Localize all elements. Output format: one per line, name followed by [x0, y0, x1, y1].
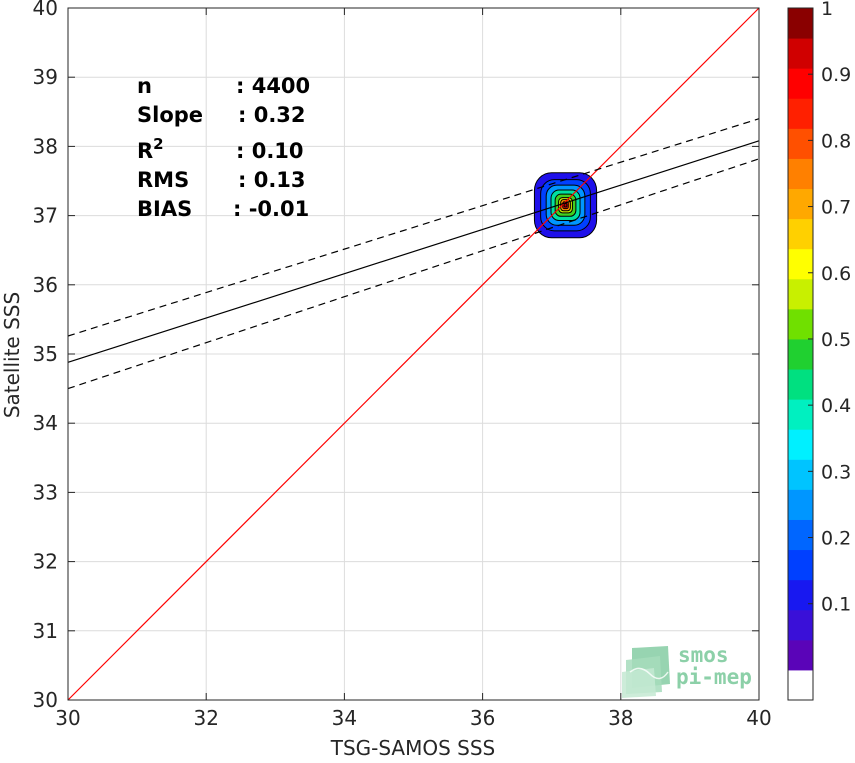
colorbar-segment — [788, 549, 813, 581]
colorbar-segment — [788, 278, 813, 310]
x-axis-ticks: 30 32 34 36 38 40 — [55, 8, 772, 730]
colorbar-segment — [788, 188, 813, 220]
colorbar-segment — [788, 38, 813, 69]
colorbar-tick-label: 0.4 — [821, 395, 851, 417]
regression-lower-line — [67, 158, 760, 390]
colorbar-tick-label: 0.6 — [821, 263, 851, 285]
identity-line — [67, 7, 760, 701]
colorbar-segment — [788, 68, 813, 99]
y-tick-label: 32 — [33, 550, 58, 574]
logo-line1: smos — [678, 643, 729, 667]
colorbar-segment — [788, 429, 813, 460]
colorbar-segment — [788, 98, 813, 129]
colorbar-segment — [788, 579, 813, 611]
stat-label: n — [137, 74, 152, 98]
colorbar-tick-label: 1 — [821, 0, 833, 20]
x-tick-label: 38 — [608, 706, 633, 730]
colorbar-tick-label: 0.1 — [821, 594, 851, 616]
logo-line2: pi-mep — [676, 665, 752, 689]
colorbar-tick-label: 0.7 — [821, 197, 851, 219]
regression-lines — [67, 7, 760, 701]
y-tick-label: 34 — [33, 411, 58, 435]
colorbar-segment — [788, 158, 813, 190]
y-tick-label: 40 — [33, 0, 58, 20]
colorbar-segment — [788, 639, 813, 671]
colorbar-frame — [787, 7, 814, 701]
y-tick-label: 31 — [33, 619, 58, 643]
regression-upper-line — [67, 118, 760, 337]
colorbar-segment — [788, 338, 813, 370]
colorbar-tick-label: 0.8 — [821, 130, 851, 152]
x-tick-label: 36 — [470, 706, 495, 730]
colorbar-segment — [788, 669, 813, 701]
y-tick-label: 39 — [33, 65, 58, 89]
x-axis-label: TSG-SAMOS SSS — [330, 736, 496, 760]
regression-line — [67, 140, 760, 363]
stat-value: : 0.10 — [236, 139, 304, 163]
colorbar-segment — [788, 459, 813, 490]
colorbar-segment — [788, 308, 813, 340]
stat-label-superscript: 2 — [153, 135, 163, 153]
colorbar-segment — [788, 399, 813, 430]
colorbar-segment — [788, 218, 813, 250]
density-contours — [533, 172, 598, 239]
colorbar-segment — [788, 489, 813, 520]
colorbar: 0.1 0.2 0.3 0.4 0.5 0.6 0.7 0.8 0.9 1 — [787, 0, 851, 701]
y-tick-label: 35 — [33, 342, 58, 366]
colorbar-segment — [788, 128, 813, 159]
y-tick-label: 33 — [33, 480, 58, 504]
stat-value: : 4400 — [236, 74, 310, 98]
density-contour-level — [563, 202, 568, 208]
y-tick-label: 37 — [33, 204, 58, 228]
colorbar-segment — [788, 519, 813, 551]
x-tick-label: 40 — [746, 706, 771, 730]
y-tick-label: 30 — [33, 688, 58, 712]
x-tick-label: 34 — [332, 706, 357, 730]
x-tick-label: 32 — [193, 706, 218, 730]
stats-panel: n : 4400 Slope : 0.32 R2 : 0.10 RMS : 0.13 BIAS:… — [137, 74, 310, 221]
y-axis-ticks: 30 31 32 33 34 35 36 37 38 39 40 — [33, 0, 759, 712]
colorbar-tick-label: 0.3 — [821, 461, 851, 483]
stat-value: : -0.01 — [233, 197, 309, 221]
wave-logo-icon — [622, 646, 670, 698]
colorbar-tick-label: 0.2 — [821, 528, 851, 550]
stat-label: RMS — [137, 168, 189, 192]
colorbar-segment — [788, 248, 813, 280]
colorbar-segment — [788, 8, 813, 39]
colorbar-tick-label: 0.9 — [821, 64, 851, 86]
y-tick-label: 38 — [33, 134, 58, 158]
colorbar-segment — [788, 369, 813, 400]
x-tick-label: 30 — [55, 706, 80, 730]
smos-pimep-logo: smos pi-mep — [622, 643, 752, 698]
stat-label: Slope — [137, 103, 203, 127]
y-axis-label: Satellite SSS — [0, 292, 24, 418]
stat-label: BIAS — [137, 197, 192, 221]
colorbar-segment — [788, 609, 813, 641]
stat-value: : 0.13 — [238, 168, 306, 192]
stat-label: R2 — [137, 135, 164, 163]
y-tick-label: 36 — [33, 273, 58, 297]
stat-value: : 0.32 — [238, 103, 306, 127]
colorbar-tick-label: 0.5 — [821, 329, 851, 351]
grid — [67, 7, 760, 701]
